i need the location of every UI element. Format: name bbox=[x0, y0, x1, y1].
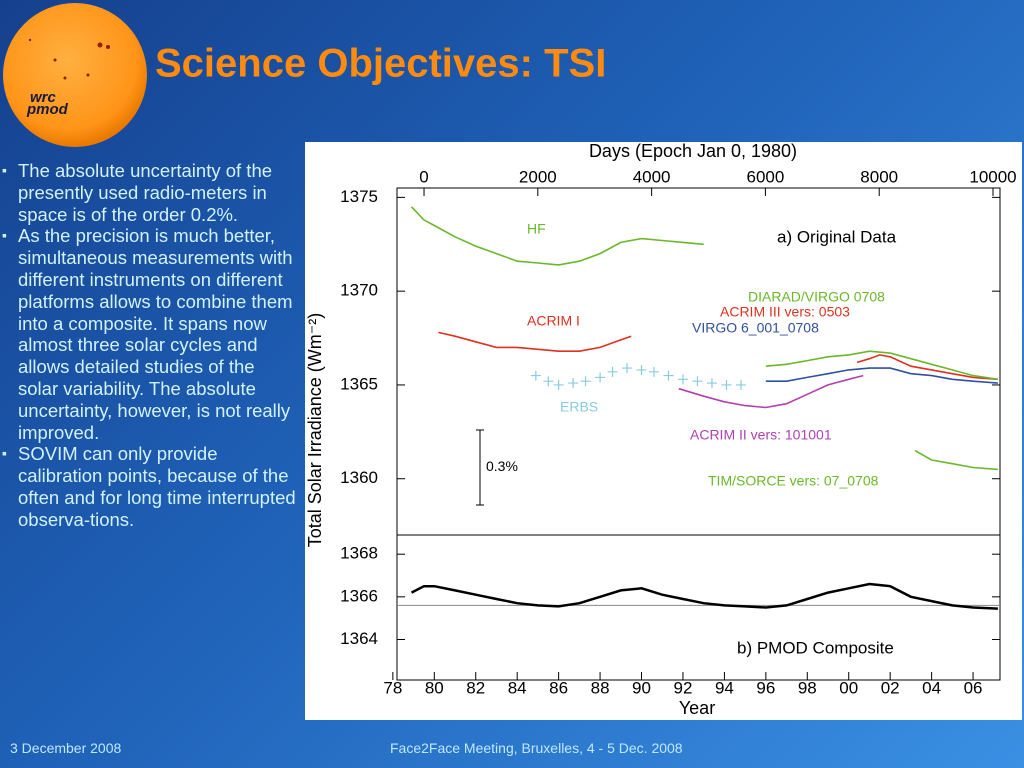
data-point bbox=[543, 376, 554, 387]
x-tick-label: 82 bbox=[466, 678, 485, 697]
panel-label: b) PMOD Composite bbox=[737, 638, 894, 657]
bullet: As the precision is much better, simulta… bbox=[0, 225, 296, 443]
bullet: SOVIM can only provide calibration point… bbox=[0, 443, 296, 530]
logo-text: pmod bbox=[26, 101, 69, 118]
data-point bbox=[580, 376, 591, 387]
y-tick-label: 1364 bbox=[340, 629, 378, 648]
series-label: ACRIM III vers: 0503 bbox=[720, 304, 850, 320]
data-point bbox=[677, 374, 688, 385]
series-label: DIARAD/VIRGO 0708 bbox=[748, 289, 885, 305]
y-tick-label: 1375 bbox=[340, 187, 378, 206]
series-line bbox=[410, 206, 704, 266]
x-tick-label: 94 bbox=[715, 678, 734, 697]
data-point bbox=[721, 379, 732, 390]
series-line bbox=[438, 331, 632, 352]
chart-background bbox=[305, 142, 1022, 720]
x-tick-label: 00 bbox=[839, 678, 858, 697]
x2-tick-label: 8000 bbox=[860, 167, 898, 186]
series-line bbox=[765, 350, 999, 381]
x-tick-label: 96 bbox=[756, 678, 775, 697]
x-tick-label: 80 bbox=[425, 678, 444, 697]
series-line bbox=[410, 582, 998, 610]
data-point bbox=[607, 366, 618, 377]
series-line bbox=[678, 374, 864, 409]
y-axis-title: Total Solar Irradiance (Wm⁻²) bbox=[305, 313, 325, 548]
x-tick-label: 90 bbox=[632, 678, 651, 697]
data-point bbox=[663, 370, 674, 381]
x2-axis-title: Days (Epoch Jan 0, 1980) bbox=[589, 141, 797, 161]
x-tick-label: 88 bbox=[591, 678, 610, 697]
series-label: ERBS bbox=[560, 399, 598, 415]
x-tick-label: 78 bbox=[383, 678, 402, 697]
data-point bbox=[648, 366, 659, 377]
x2-tick-label: 10000 bbox=[969, 167, 1016, 186]
series-label: ACRIM I bbox=[527, 313, 580, 329]
x-tick-label: 84 bbox=[508, 678, 527, 697]
x-axis-title: Year bbox=[679, 698, 715, 718]
y-tick-label: 1365 bbox=[340, 374, 378, 393]
data-point bbox=[622, 363, 633, 374]
y-tick-label: 1360 bbox=[340, 468, 378, 487]
y-tick-label: 1366 bbox=[340, 586, 378, 605]
series-label: VIRGO 6_001_0708 bbox=[692, 320, 819, 336]
slide-title: Science Objectives: TSI bbox=[155, 42, 606, 86]
logo-sun bbox=[3, 3, 147, 147]
scale-bar bbox=[476, 429, 484, 506]
data-point bbox=[692, 376, 703, 387]
data-point bbox=[706, 378, 717, 389]
x-tick-label: 98 bbox=[798, 678, 817, 697]
y-tick-label: 1368 bbox=[340, 544, 378, 563]
data-point bbox=[595, 372, 606, 383]
bullet: The absolute uncertainty of the presentl… bbox=[0, 160, 296, 225]
data-point bbox=[735, 379, 746, 390]
scale-bar-label: 0.3% bbox=[486, 458, 518, 474]
x-tick-label: 86 bbox=[549, 678, 568, 697]
footer-date: 3 December 2008 bbox=[10, 740, 122, 756]
series-line bbox=[914, 449, 998, 471]
x2-tick-label: 6000 bbox=[746, 167, 784, 186]
y-tick-label: 1370 bbox=[340, 281, 378, 300]
logo-text: wrc bbox=[30, 89, 57, 106]
data-point bbox=[568, 378, 579, 389]
bullet-list: The absolute uncertainty of the presentl… bbox=[0, 160, 296, 531]
series-label: TIM/SORCE vers: 07_0708 bbox=[708, 473, 879, 489]
footer-event: Face2Face Meeting, Bruxelles, 4 - 5 Dec.… bbox=[390, 740, 683, 756]
x-tick-label: 06 bbox=[964, 678, 983, 697]
x2-tick-label: 4000 bbox=[633, 167, 671, 186]
series-line bbox=[765, 367, 998, 384]
x2-tick-label: 0 bbox=[419, 167, 428, 186]
panel-label: a) Original Data bbox=[777, 227, 897, 246]
series-line bbox=[856, 354, 998, 381]
plot-frame bbox=[396, 534, 1001, 681]
data-point bbox=[636, 364, 647, 375]
sunspots bbox=[28, 38, 110, 80]
x2-tick-label: 2000 bbox=[519, 167, 557, 186]
series-label: ACRIM II vers: 101001 bbox=[690, 427, 832, 443]
x-tick-label: 92 bbox=[673, 678, 692, 697]
x-tick-label: 04 bbox=[922, 678, 941, 697]
data-point bbox=[530, 370, 541, 381]
series-label: HF bbox=[527, 221, 546, 237]
x-tick-label: 02 bbox=[881, 678, 900, 697]
data-point bbox=[553, 379, 564, 390]
